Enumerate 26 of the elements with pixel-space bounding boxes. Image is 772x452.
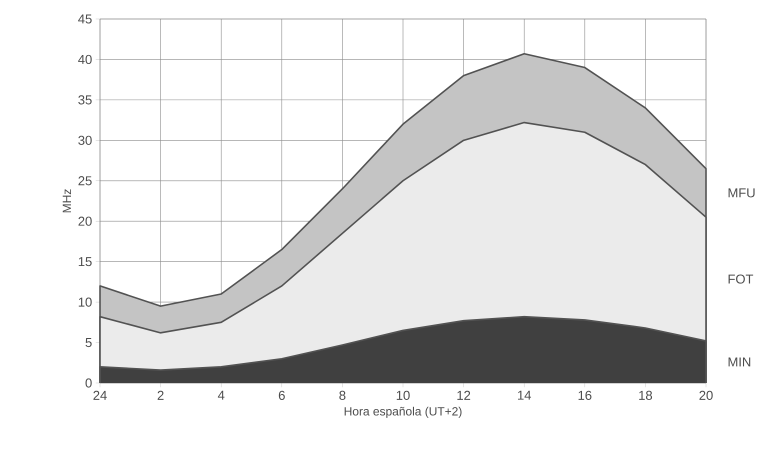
series-label: MIN xyxy=(728,358,750,366)
x-tick-label: 4 xyxy=(218,390,224,400)
y-tick-label: 35 xyxy=(78,95,92,104)
y-tick-label: 30 xyxy=(78,136,92,145)
x-tick-label: 24 xyxy=(93,390,107,400)
x-tick-label: 8 xyxy=(339,390,346,400)
y-tick-label: 25 xyxy=(78,176,92,186)
x-tick-label: 10 xyxy=(396,390,410,400)
y-tick-label: 5 xyxy=(86,338,92,348)
y-tick-label: 40 xyxy=(78,54,92,64)
y-tick-label: 10 xyxy=(78,298,92,307)
series-label: FOT xyxy=(728,274,754,284)
x-tick-label: 18 xyxy=(639,390,652,400)
x-tick-label: 2 xyxy=(158,390,164,400)
x-tick-label: 12 xyxy=(457,390,470,400)
x-tick-label: 14 xyxy=(518,390,532,400)
y-tick-label: 45 xyxy=(78,14,92,24)
y-tick-label: 15 xyxy=(78,257,92,266)
x-tick-label: 16 xyxy=(578,390,592,400)
y-tick-label: 0 xyxy=(86,378,92,388)
x-tick-label: 20 xyxy=(699,390,713,400)
x-tick-label: 6 xyxy=(278,390,285,400)
y-tick-label: 20 xyxy=(78,216,92,226)
x-axis-title: Hora española (UT+2) xyxy=(344,406,462,418)
series-label: MFU xyxy=(728,188,755,198)
y-axis-title: MHz xyxy=(62,189,71,212)
